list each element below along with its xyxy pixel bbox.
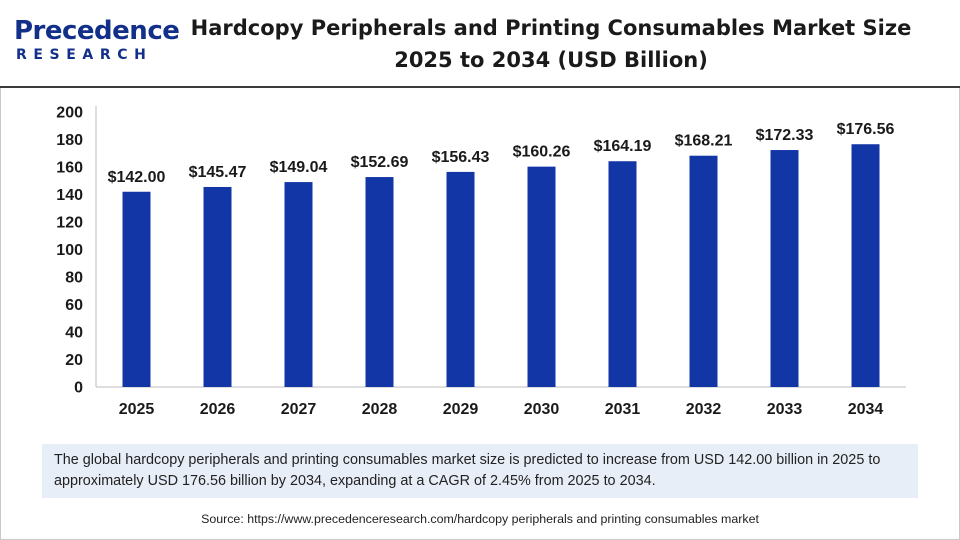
source-text: Source: https://www.precedenceresearch.c… (201, 512, 759, 526)
y-tick-label: 120 (56, 215, 83, 232)
bar-chart: 0 20 40 60 80 100 120 140 160 180 200 $142.00 2025 $1… (56, 105, 906, 418)
y-tick-label: 140 (56, 187, 83, 204)
y-tick-label: 100 (56, 242, 83, 259)
logo-wordmark: Precedence (14, 16, 180, 46)
y-tick-label: 180 (56, 132, 83, 149)
data-label: $152.69 (351, 154, 409, 171)
data-label: $149.04 (270, 159, 328, 176)
bar (365, 177, 394, 387)
y-tick-label: 60 (65, 297, 83, 314)
header: Precedence RESEARCH Hardcopy Peripherals… (0, 0, 960, 86)
brand-logo: Precedence RESEARCH (14, 16, 180, 66)
x-tick-label: 2033 (767, 401, 803, 418)
bar (770, 150, 799, 387)
description-text: The global hardcopy peripherals and prin… (54, 452, 881, 489)
y-tick-label: 80 (65, 270, 83, 287)
bar (608, 161, 637, 387)
data-label: $145.47 (189, 164, 247, 181)
data-label: $164.19 (594, 138, 652, 155)
header-divider (0, 86, 960, 88)
x-tick-label: 2031 (605, 401, 641, 418)
y-tick-label: 0 (74, 380, 83, 397)
bar (527, 166, 556, 387)
chart-title: Hardcopy Peripherals and Printing Consum… (186, 12, 916, 76)
x-tick-label: 2032 (686, 401, 722, 418)
description-box: The global hardcopy peripherals and prin… (42, 444, 918, 498)
chart-title-line2: 2025 to 2034 (USD Billion) (394, 48, 708, 72)
x-tick-label: 2026 (200, 401, 236, 418)
data-label: $142.00 (108, 169, 166, 186)
y-tick-label: 200 (56, 105, 83, 122)
x-tick-label: 2030 (524, 401, 560, 418)
bar (203, 186, 232, 387)
data-label: $172.33 (756, 127, 814, 144)
x-tick-label: 2027 (281, 401, 317, 418)
y-tick-label: 160 (56, 160, 83, 177)
data-label: $176.56 (837, 121, 895, 138)
bar (446, 171, 475, 387)
y-tick-label: 40 (65, 325, 83, 342)
data-label: $156.43 (432, 149, 490, 166)
chart-title-line1: Hardcopy Peripherals and Printing Consum… (190, 16, 912, 40)
x-tick-label: 2025 (119, 401, 155, 418)
bar (284, 182, 313, 387)
x-tick-label: 2034 (848, 401, 884, 418)
bar (851, 144, 880, 387)
x-tick-label: 2029 (443, 401, 479, 418)
data-label: $168.21 (675, 133, 733, 150)
logo-subtitle: RESEARCH (16, 47, 153, 63)
data-label: $160.26 (513, 144, 571, 161)
y-tick-label: 20 (65, 352, 83, 369)
bar (122, 191, 151, 387)
x-tick-label: 2028 (362, 401, 398, 418)
bar (689, 155, 718, 387)
